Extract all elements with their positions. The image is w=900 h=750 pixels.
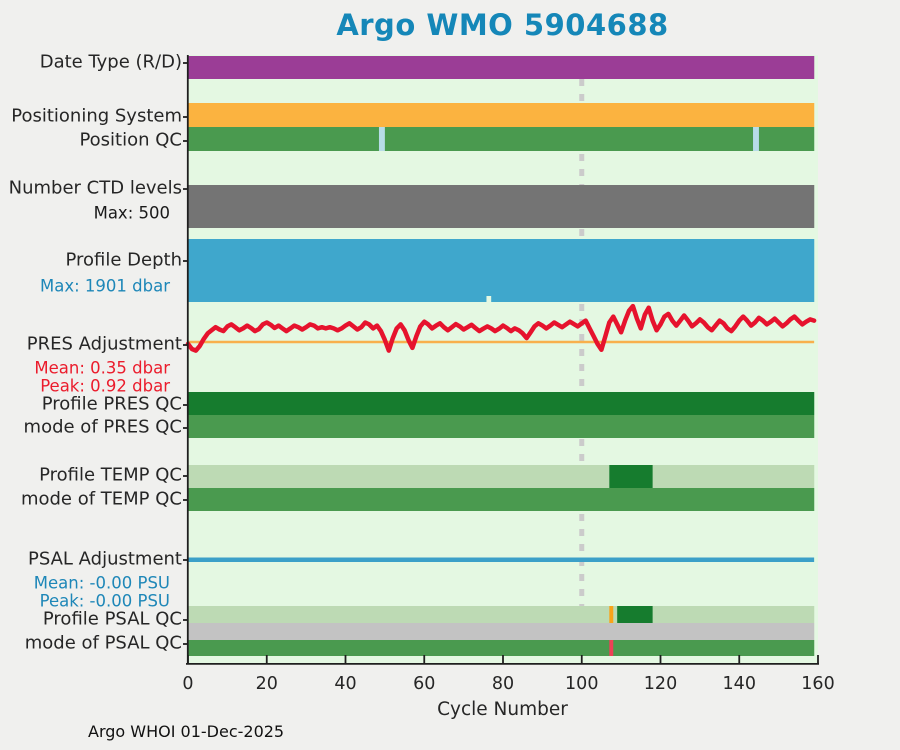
row-bar-profile-pres-qc: [188, 392, 815, 415]
row-bar-profile-temp-qc: [188, 465, 815, 488]
x-axis-title: Cycle Number: [437, 699, 568, 720]
row-bar-mode-temp-qc: [188, 488, 815, 511]
row-bar-mode-psal-qc: [188, 640, 815, 656]
x-tick-label: 120: [643, 674, 678, 694]
row-label-pres-adjustment: PRES Adjustment: [26, 333, 182, 355]
x-tick-label: 60: [413, 674, 436, 694]
row-bar-profile-depth: [188, 239, 815, 302]
row-bar-date-type: [188, 56, 815, 79]
row-notch-profile-depth: [486, 296, 492, 302]
row-label-ctd-levels: Number CTD levels: [8, 177, 182, 199]
row-label-profile-psal-qc: Profile PSAL QC: [42, 608, 182, 630]
row-label-psal-adjustment: PSAL Adjustment: [27, 548, 182, 570]
row-sublabel-pres-adjustment: Peak: 0.92 dbar: [40, 376, 170, 396]
row-label-positioning-system: Positioning System: [11, 105, 182, 127]
row-mark-mode-psal-qc: [609, 640, 614, 656]
row-bar-psal-qc-extra: [188, 623, 815, 640]
row-segment-profile-temp-qc: [609, 465, 653, 488]
row-bar-ctd-levels: [188, 185, 815, 228]
row-bar-positioning-system: [188, 103, 815, 127]
psal-adjustment-line: [188, 557, 815, 562]
row-label-profile-pres-qc: Profile PRES QC: [41, 393, 182, 415]
row-mark-position-qc: [753, 127, 759, 151]
x-tick-label: 80: [491, 674, 515, 694]
row-sublabel-psal-adjustment: Peak: -0.00 PSU: [39, 591, 170, 611]
footer-credit: Argo WHOI 01-Dec-2025: [88, 722, 285, 741]
row-label-profile-temp-qc: Profile TEMP QC: [39, 464, 182, 486]
row-bar-position-qc: [188, 127, 815, 151]
row-segment-profile-psal-qc: [617, 606, 653, 623]
row-bar-profile-psal-qc: [188, 606, 815, 623]
row-sublabel-pres-adjustment: Mean: 0.35 dbar: [34, 358, 170, 378]
row-sublabel-profile-depth: Max: 1901 dbar: [40, 276, 170, 296]
row-label-mode-psal-qc: mode of PSAL QC: [24, 632, 182, 654]
row-label-position-qc: Position QC: [79, 129, 182, 151]
x-tick-label: 40: [334, 674, 357, 694]
x-tick-label: 100: [565, 674, 599, 694]
row-mark-profile-psal-qc: [609, 606, 614, 623]
pres-adjustment-line: [185, 303, 817, 353]
x-tick-label: 0: [182, 674, 194, 694]
x-tick-label: 160: [801, 674, 835, 694]
row-label-mode-temp-qc: mode of TEMP QC: [20, 488, 182, 510]
x-tick-label: 140: [722, 674, 756, 694]
row-bar-mode-pres-qc: [188, 415, 815, 438]
row-sublabel-psal-adjustment: Mean: -0.00 PSU: [33, 573, 170, 593]
row-sublabel-ctd-levels: Max: 500: [93, 203, 170, 223]
row-label-date-type: Date Type (R/D): [39, 51, 182, 73]
row-label-profile-depth: Profile Depth: [65, 249, 182, 271]
page-title: Argo WMO 5904688: [336, 8, 669, 42]
x-tick-label: 20: [255, 674, 278, 694]
row-label-mode-pres-qc: mode of PRES QC: [23, 416, 182, 438]
row-mark-position-qc: [378, 127, 385, 151]
